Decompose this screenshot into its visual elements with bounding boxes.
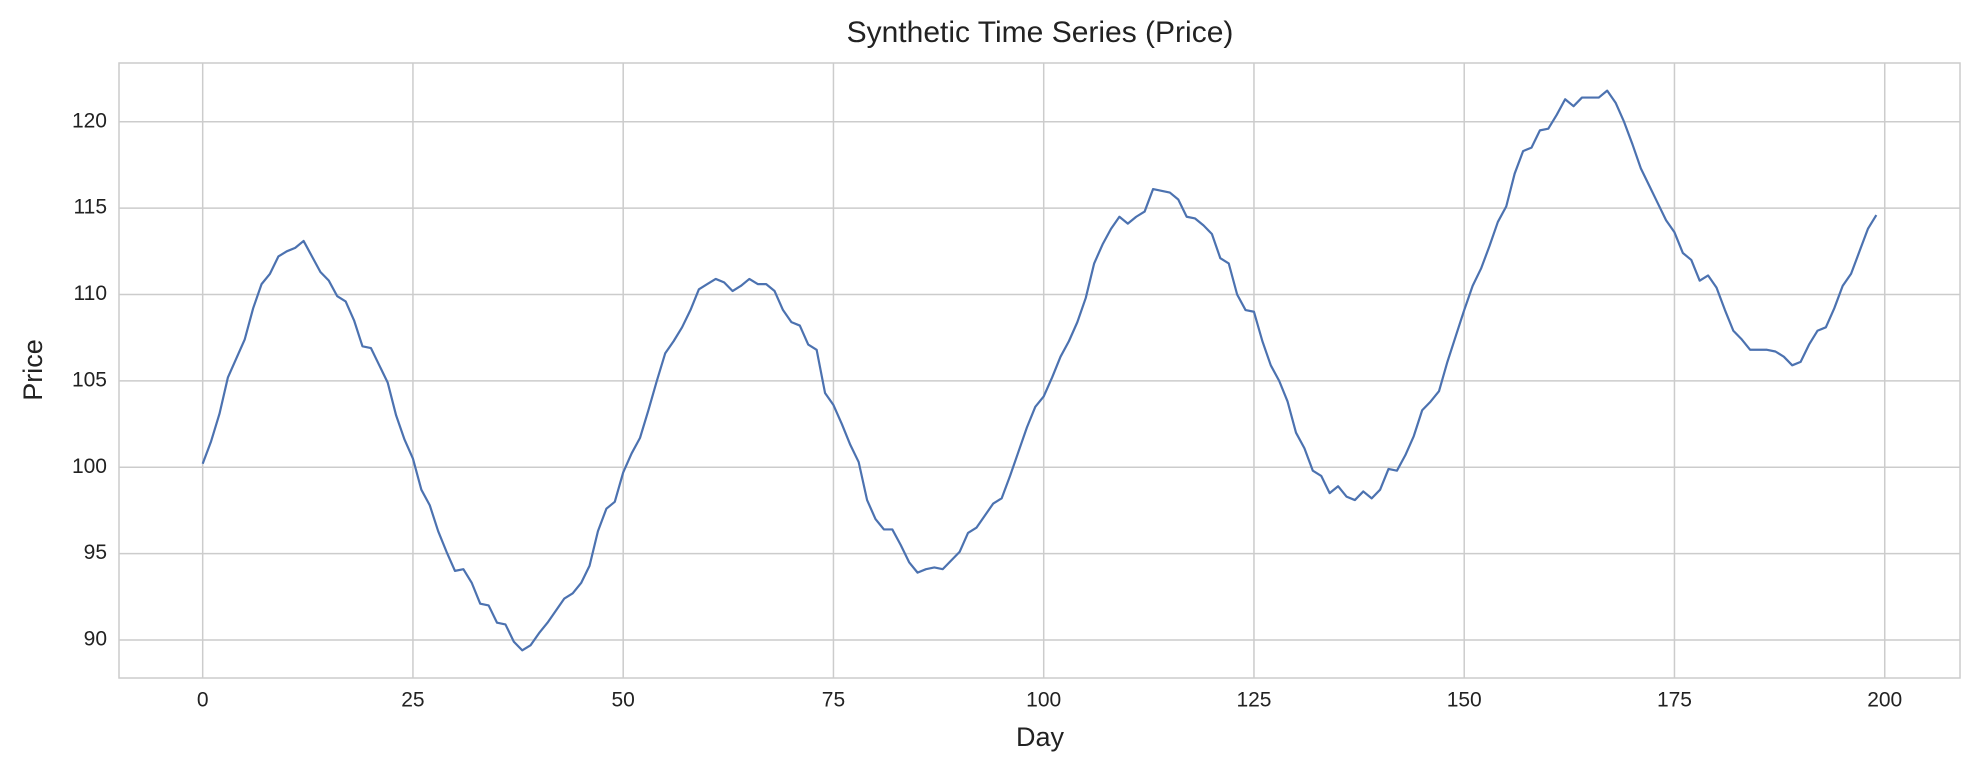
x-tick-label: 50 xyxy=(612,689,635,712)
x-axis-label: Day xyxy=(1016,722,1065,752)
y-tick-label: 95 xyxy=(84,541,107,564)
x-tick-label: 25 xyxy=(401,689,424,712)
x-tick-label: 175 xyxy=(1657,689,1692,712)
y-tick-label: 110 xyxy=(74,282,107,305)
y-tick-label: 105 xyxy=(72,368,107,391)
x-tick-label: 150 xyxy=(1447,689,1482,712)
x-tick-label: 0 xyxy=(197,689,209,712)
plot-frame xyxy=(118,62,1961,679)
y-tick-label: 100 xyxy=(72,455,107,478)
y-tick-label: 120 xyxy=(72,109,107,132)
y-tick-label: 90 xyxy=(84,628,107,651)
line-series xyxy=(201,89,1878,652)
y-axis-label: Price xyxy=(18,339,48,401)
x-tick-label: 125 xyxy=(1236,689,1271,712)
x-tick-label: 100 xyxy=(1026,689,1061,712)
chart-title: Synthetic Time Series (Price) xyxy=(847,16,1234,49)
x-tick-label: 200 xyxy=(1867,689,1902,712)
y-tick-label: 115 xyxy=(74,196,107,219)
x-tick-label: 75 xyxy=(822,689,845,712)
